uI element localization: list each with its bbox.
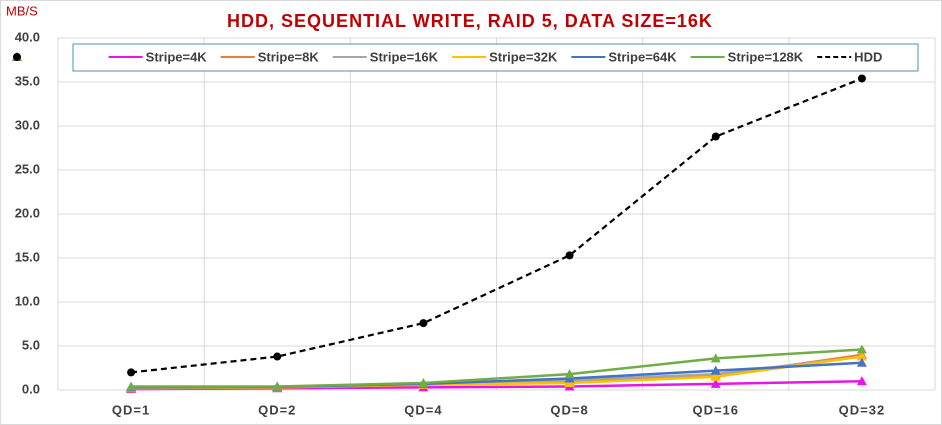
chart-title: HDD, SEQUENTIAL WRITE, RAID 5, DATA SIZE… xyxy=(227,11,713,31)
data-point xyxy=(273,352,282,361)
legend-item: HDD xyxy=(817,49,882,64)
legend-marker xyxy=(13,53,21,61)
x-tick-label: QD=16 xyxy=(692,402,739,417)
y-tick-label: 15.0 xyxy=(15,249,40,264)
legend-item: Stripe=128K xyxy=(690,49,804,64)
data-point xyxy=(126,381,137,391)
legend-label: HDD xyxy=(854,49,882,64)
data-point xyxy=(272,381,283,391)
data-point xyxy=(419,319,428,328)
data-point xyxy=(710,365,721,375)
legend-label: Stripe=32K xyxy=(489,49,558,64)
legend-item: Stripe=4K xyxy=(108,49,208,64)
data-point xyxy=(564,369,575,379)
y-tick-label: 0.0 xyxy=(22,381,40,396)
data-point xyxy=(856,351,867,361)
legend-item: Stripe=32K xyxy=(452,49,558,64)
y-tick-label: 30.0 xyxy=(15,117,40,132)
legend-label: Stripe=64K xyxy=(608,49,677,64)
legend-label: Stripe=4K xyxy=(146,49,208,64)
data-point xyxy=(710,353,721,363)
y-tick-label: 40.0 xyxy=(15,29,40,44)
legend-item: Stripe=16K xyxy=(332,49,439,64)
data-point xyxy=(856,376,867,386)
data-point xyxy=(857,74,866,83)
data-point xyxy=(565,251,574,260)
data-point xyxy=(856,344,867,354)
legend-label: Stripe=128K xyxy=(728,49,804,64)
y-tick-label: 5.0 xyxy=(22,337,40,352)
x-tick-label: QD=2 xyxy=(258,402,296,417)
data-point xyxy=(710,378,721,388)
x-tick-label: QD=8 xyxy=(550,402,588,417)
x-tick-label: QD=32 xyxy=(839,402,886,417)
data-point xyxy=(127,368,136,377)
data-point xyxy=(711,132,720,141)
y-tick-label: 10.0 xyxy=(15,293,40,308)
series-line xyxy=(131,348,862,388)
data-point xyxy=(856,357,867,367)
y-axis-label: MB/S xyxy=(6,3,38,18)
legend-label: Stripe=8K xyxy=(258,49,320,64)
legend: Stripe=4K Stripe=8K Stripe=16K Stripe=32K St… xyxy=(72,43,919,72)
x-tick-label: QD=4 xyxy=(404,402,442,417)
legend-item: Stripe=8K xyxy=(220,49,320,64)
series-line xyxy=(130,77,863,374)
y-tick-label: 20.0 xyxy=(15,205,40,220)
legend-label: Stripe=16K xyxy=(370,49,439,64)
data-point xyxy=(418,377,429,387)
data-point xyxy=(710,371,721,381)
legend-box xyxy=(72,43,919,72)
legend-item: Stripe=64K xyxy=(571,49,677,64)
y-tick-label: 25.0 xyxy=(15,161,40,176)
x-tick-label: QD=1 xyxy=(112,402,150,417)
y-tick-label: 35.0 xyxy=(15,73,40,88)
